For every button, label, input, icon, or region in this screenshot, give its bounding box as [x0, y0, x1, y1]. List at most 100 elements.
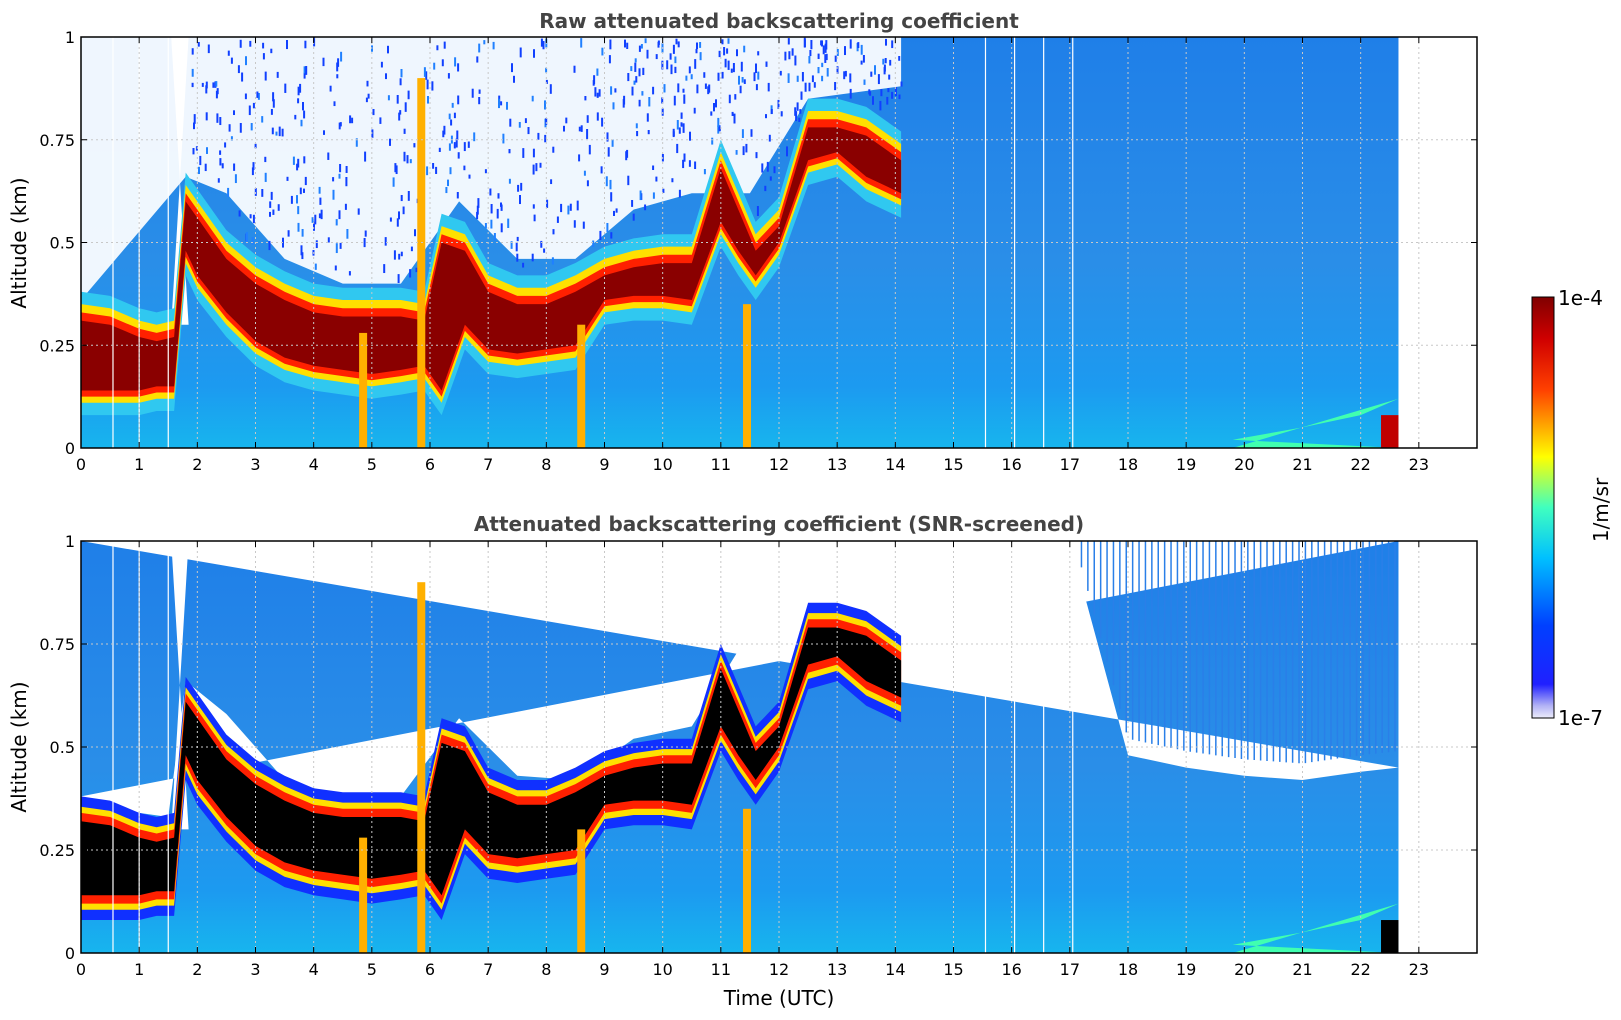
noise-speckle — [606, 132, 609, 142]
noise-speckle — [297, 98, 300, 104]
noise-speckle — [685, 75, 688, 81]
noise-speckle — [567, 205, 570, 215]
noise-speckle — [596, 68, 599, 76]
noise-speckle — [398, 211, 400, 220]
noise-speckle — [655, 176, 658, 182]
noise-speckle — [844, 46, 846, 56]
noise-speckle — [766, 161, 769, 172]
noise-speckle — [484, 223, 487, 229]
noise-speckle — [201, 82, 204, 87]
noise-speckle — [507, 218, 510, 228]
noise-speckle — [301, 229, 304, 237]
noise-speckle — [874, 65, 876, 75]
plume-streak — [743, 808, 752, 953]
noise-speckle — [438, 147, 441, 152]
noise-speckle — [717, 117, 720, 127]
noise-speckle — [699, 42, 702, 48]
y-tick-label: 0 — [65, 439, 75, 458]
panel-title-raw: Raw attenuated backscattering coefficien… — [539, 9, 1019, 33]
noise-speckle — [898, 56, 901, 61]
noise-speckle — [357, 208, 360, 215]
noise-speckle — [808, 56, 811, 64]
noise-speckle — [385, 73, 387, 80]
noise-speckle — [740, 61, 743, 72]
noise-speckle — [304, 176, 307, 186]
noise-speckle — [519, 195, 521, 205]
noise-speckle — [372, 109, 375, 116]
noise-speckle — [826, 68, 829, 77]
noise-speckle — [738, 75, 740, 85]
noise-speckle — [264, 156, 267, 163]
noise-region — [81, 37, 902, 300]
noise-speckle — [788, 51, 791, 60]
noise-speckle — [320, 209, 323, 220]
noise-speckle — [303, 110, 306, 119]
noise-speckle — [605, 176, 608, 187]
noise-speckle — [286, 40, 288, 50]
noise-speckle — [290, 195, 293, 204]
noise-speckle — [730, 68, 733, 73]
noise-speckle — [478, 43, 481, 53]
noise-speckle — [456, 130, 459, 141]
grid-screened — [81, 541, 1477, 953]
noise-speckle — [403, 128, 406, 134]
noise-speckle — [647, 130, 650, 135]
noise-speckle — [305, 66, 308, 75]
noise-speckle — [516, 253, 519, 262]
noise-speckle — [392, 177, 395, 187]
noise-speckle — [522, 262, 525, 268]
noise-speckle — [483, 40, 486, 45]
noise-speckle — [676, 143, 679, 154]
noise-speckle — [516, 236, 519, 242]
x-tick-label: 6 — [425, 960, 435, 979]
x-tick-label: 4 — [309, 455, 319, 474]
noise-speckle — [314, 214, 317, 225]
x-tick-label: 4 — [309, 960, 319, 979]
noise-speckle — [257, 93, 260, 100]
noise-speckle — [546, 199, 549, 208]
noise-speckle — [398, 112, 401, 121]
x-tick-label: 19 — [1176, 455, 1196, 474]
noise-speckle — [506, 101, 508, 110]
noise-speckle — [677, 41, 680, 48]
noise-speckle — [900, 81, 903, 87]
noise-speckle — [756, 206, 759, 216]
noise-speckle — [655, 54, 658, 60]
heatmap-raw — [81, 37, 1399, 448]
noise-speckle — [626, 42, 629, 49]
noise-speckle — [803, 37, 806, 48]
noise-speckle — [745, 143, 748, 153]
noise-speckle — [580, 38, 583, 48]
noise-speckle — [550, 179, 553, 185]
noise-speckle — [769, 176, 772, 181]
noise-speckle — [535, 163, 538, 172]
noise-speckle — [532, 148, 535, 158]
noise-speckle — [400, 195, 403, 202]
noise-speckle — [531, 95, 534, 102]
noise-speckle — [696, 42, 698, 50]
noise-speckle — [615, 208, 618, 213]
noise-speckle — [636, 131, 639, 137]
noise-speckle — [886, 96, 889, 105]
noise-speckle — [563, 125, 565, 132]
noise-speckle — [849, 73, 852, 83]
noise-speckle — [711, 137, 714, 145]
noise-speckle — [821, 62, 824, 68]
noise-speckle — [251, 167, 254, 176]
noise-speckle — [880, 89, 883, 97]
noise-speckle — [292, 156, 295, 165]
noise-speckle — [447, 73, 450, 79]
noise-speckle — [296, 163, 299, 171]
noise-speckle — [389, 217, 392, 222]
noise-speckle — [431, 81, 434, 91]
noise-speckle — [286, 176, 289, 181]
noise-speckle — [448, 113, 451, 120]
x-tick-label: 22 — [1350, 455, 1370, 474]
x-tick-label: 8 — [541, 455, 551, 474]
noise-speckle — [364, 230, 367, 237]
noise-speckle — [406, 155, 409, 164]
noise-speckle — [261, 116, 264, 123]
noise-speckle — [402, 206, 405, 215]
noise-speckle — [799, 109, 802, 114]
noise-speckle — [299, 83, 302, 93]
